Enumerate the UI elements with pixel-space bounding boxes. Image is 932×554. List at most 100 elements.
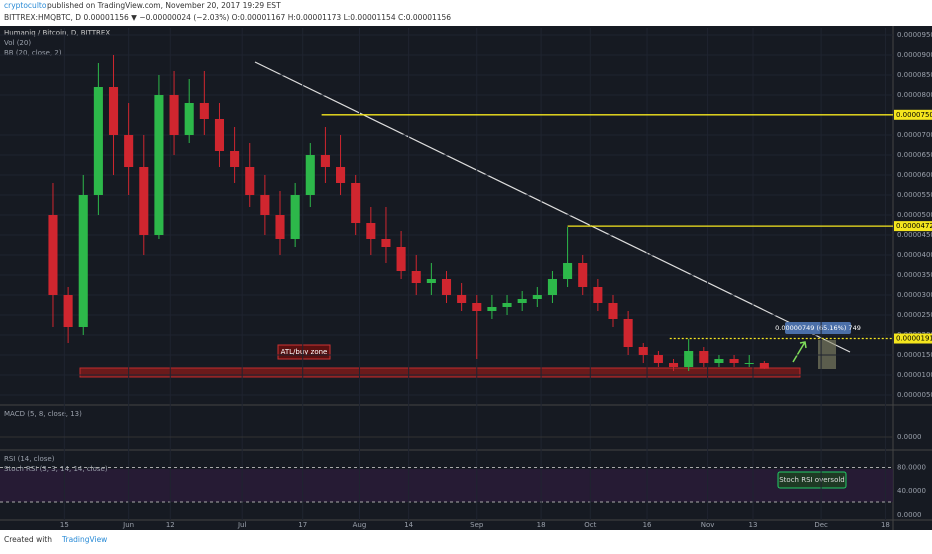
candle-body — [653, 355, 663, 363]
candle-body — [517, 299, 527, 303]
byline: published on TradingView.com, November 2… — [47, 1, 281, 10]
candle-body — [608, 303, 618, 319]
candle-body — [305, 155, 315, 195]
y-tick-label: 0.0000 — [897, 433, 922, 441]
candle-body — [169, 95, 179, 135]
candle-body — [668, 363, 679, 367]
candle-body — [275, 215, 285, 239]
candle-body — [729, 359, 739, 363]
x-tick-label: 18 — [537, 521, 546, 529]
candle-body — [578, 263, 588, 287]
y-tick-label: 0.00008000 — [897, 91, 932, 99]
candle-body — [154, 95, 164, 235]
y-tick-label: 0.00004500 — [897, 231, 932, 239]
candle-body — [139, 167, 149, 235]
candle-body — [245, 167, 255, 195]
y-tick-label: 0.00003000 — [897, 291, 932, 299]
arrow — [792, 341, 807, 363]
candle-body — [366, 223, 376, 239]
candle-body — [124, 135, 134, 167]
footer-text: Created with — [4, 535, 52, 544]
x-tick-label: Nov — [701, 521, 715, 529]
symbol-line: BITTREX:HMQBTC, D 0.00001156 ▼ −0.000000… — [4, 13, 451, 22]
candle-body — [684, 351, 694, 367]
level-label: 0.00001912 — [896, 335, 932, 343]
candle-body — [502, 303, 512, 307]
x-tick-label: 15 — [60, 521, 69, 529]
candle-body — [441, 279, 452, 295]
candle-body — [699, 351, 709, 363]
x-tick-label: Aug — [353, 521, 367, 529]
y-tick-label: 80.0000 — [897, 464, 926, 472]
candle-body — [472, 303, 482, 311]
y-tick-label: 0.00003500 — [897, 271, 932, 279]
y-tick-label: 0.0000 — [897, 511, 922, 519]
candle-body — [638, 347, 648, 355]
x-tick-label: Jun — [122, 521, 134, 529]
y-tick-label: 0.00000500 — [897, 391, 932, 399]
x-tick-label: 14 — [404, 521, 413, 529]
candle-body — [184, 103, 194, 135]
candle-body — [411, 271, 421, 283]
y-tick-label: 0.00001000 — [897, 371, 932, 379]
y-tick-label: 0.00009000 — [897, 51, 932, 59]
macd-title: MACD (5, 8, close, 13) — [4, 410, 82, 418]
candle-body — [563, 263, 573, 279]
author[interactable]: cryptoculto — [4, 1, 47, 10]
candle-body — [63, 295, 73, 327]
candle-body — [759, 363, 769, 369]
stoch-title: Stoch RSI (3, 3, 14, 14, close) — [4, 465, 108, 473]
level-label: 0.00007505 — [896, 111, 932, 119]
candle-body — [396, 247, 406, 271]
candle-body — [547, 279, 557, 295]
level-label-box — [894, 221, 932, 232]
candle-body — [336, 167, 346, 183]
x-tick-label: Dec — [814, 521, 828, 529]
measure-label-box — [785, 322, 851, 334]
stoch-note: Stoch RSI oversold — [779, 476, 845, 484]
atl-zone — [79, 367, 801, 378]
y-tick-label: 0.00001500 — [897, 351, 932, 359]
y-tick-label: 0.00002500 — [897, 311, 932, 319]
rsi-band — [0, 469, 893, 502]
atl-label: ATL/buy zone — [281, 348, 328, 356]
candle-body — [623, 319, 633, 347]
candle-body — [78, 195, 88, 327]
level-label: 0.00004722 — [896, 222, 932, 230]
candle-body — [93, 87, 103, 195]
candle-body — [199, 103, 209, 119]
candle-body — [714, 359, 724, 363]
y-tick-label: 40.0000 — [897, 487, 926, 495]
candle-body — [351, 183, 361, 223]
footer-brand[interactable]: TradingView — [61, 535, 107, 544]
candle-body — [260, 195, 270, 215]
level-label-box — [894, 109, 932, 120]
candle-body — [593, 287, 603, 303]
chart-bg — [0, 26, 932, 530]
x-tick-label: 17 — [298, 521, 307, 529]
candle-body — [381, 239, 391, 247]
y-tick-label: 0.00006500 — [897, 151, 932, 159]
x-tick-label: Jul — [237, 521, 247, 529]
x-tick-label: 18 — [881, 521, 890, 529]
trendline — [254, 61, 851, 353]
rsi-title: RSI (14, close) — [4, 455, 55, 463]
indicator: BB (20, close, 2) — [4, 49, 62, 57]
main-title: Humaniq / Bitcoin, D, BITTREX — [4, 29, 110, 37]
y-tick-label: 0.00009500 — [897, 31, 932, 39]
candle-body — [457, 295, 467, 303]
candle-body — [48, 215, 58, 295]
y-tick-label: 0.00004000 — [897, 251, 932, 259]
y-tick-label: 0.00007000 — [897, 131, 932, 139]
level-label-box — [894, 333, 932, 344]
x-tick-label: Oct — [584, 521, 596, 529]
stoch-note-box — [777, 471, 847, 489]
candle-body — [108, 87, 119, 135]
candle-body — [320, 155, 330, 167]
candle-body — [290, 195, 300, 239]
y-tick-label: 0.00005000 — [897, 211, 932, 219]
candle-body — [487, 307, 497, 311]
y-tick-label: 0.00006000 — [897, 171, 932, 179]
